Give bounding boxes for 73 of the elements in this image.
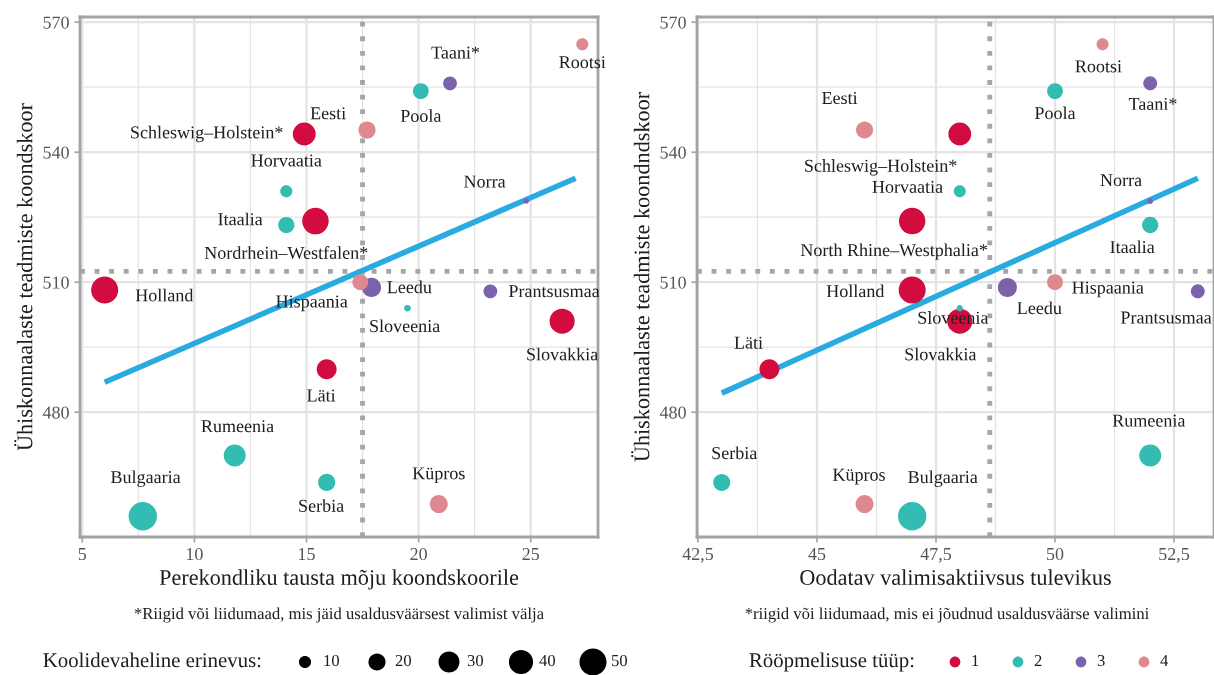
annotation: Horvaatia: [251, 154, 322, 167]
text: *Riigid või liidumaad, mis jäid usaldusväärsest valimist välja: [134, 607, 544, 623]
legend-label: 2: [1034, 654, 1042, 667]
annotation: Hispaania: [1072, 281, 1144, 298]
annotation: Rumeenia: [201, 420, 274, 433]
annotation: Läti: [734, 336, 763, 349]
legend-label: 4: [1160, 655, 1169, 667]
x-axis-title: Perekondliku tausta mõju koondskoorile: [159, 569, 519, 590]
x-tick-label: 5: [78, 548, 87, 561]
annotation: Norra: [464, 175, 506, 188]
annotation: Läti: [307, 389, 336, 402]
annotation: Schleswig–Holstein*: [131, 125, 283, 143]
legend-label: 1: [972, 655, 979, 667]
x-tick-label: 20: [410, 547, 427, 561]
annotation: Holland: [826, 284, 885, 298]
x-axis-title: Oodatav valimisaktiivsus tulevikus: [800, 569, 1111, 585]
legend-label: 10: [324, 654, 340, 667]
annotation: Rootsi: [1075, 60, 1122, 73]
legend-label: 30: [467, 654, 484, 667]
annotation: Rootsi: [559, 56, 606, 69]
annotation: Serbia: [712, 446, 758, 460]
annotation: Prantsusmaa: [1120, 311, 1212, 324]
annotation: Norra: [1100, 174, 1142, 187]
legend-label: 20: [395, 654, 412, 667]
legend-label: 40: [539, 654, 556, 667]
annotation: Prantsusmaa: [508, 285, 600, 298]
annotation: Schleswig–Holstein*: [805, 159, 957, 176]
annotation: Serbia: [299, 499, 344, 512]
y-tick-label: 540: [660, 146, 686, 159]
y-tick-label: 480: [42, 406, 69, 419]
annotation: Holland: [135, 288, 194, 302]
x-tick-label: 42,5: [682, 547, 714, 563]
annotation: Leedu: [1017, 301, 1062, 315]
annotation: Taani*: [1128, 97, 1177, 111]
annotation: Eesti: [310, 107, 346, 120]
text: *riigid või liidumaad, mis ei jõudnud usaldusväärse valimini: [745, 607, 1149, 623]
y-tick-label: 540: [43, 146, 69, 159]
annotation: Slovakkia: [527, 347, 598, 361]
annotation: Poola: [400, 109, 442, 123]
annotation: Leedu: [387, 280, 432, 294]
x-tick-label: 10: [186, 547, 203, 561]
annotation: Bulgaaria: [908, 470, 978, 487]
y-axis-title: Ühiskonnaalaste teadmiste koondskoor: [14, 103, 33, 451]
x-tick-label: 47,5: [920, 548, 952, 563]
annotation: Sloveenia: [370, 319, 440, 333]
x-tick-label: 52,5: [1159, 547, 1190, 563]
x-tick-label: 50: [1047, 547, 1064, 561]
legend-label: 3: [1097, 654, 1105, 667]
x-tick-label: 45: [808, 548, 826, 561]
legend-label: 50: [611, 654, 628, 667]
y-tick-label: 510: [43, 276, 69, 289]
y-tick-label: 510: [660, 276, 686, 289]
annotation: Eesti: [822, 91, 858, 105]
annotation: Poola: [1034, 106, 1076, 120]
y-tick-label: 570: [43, 16, 69, 29]
annotation: Küpros: [412, 467, 465, 484]
annotation: Rumeenia: [1112, 414, 1186, 427]
annotation: Bulgaaria: [110, 470, 181, 487]
y-axis-title: Ühiskonnaalaste teadmiste koondndskoor: [631, 92, 650, 462]
y-tick-label: 480: [659, 406, 686, 419]
annotation: Itaalia: [218, 212, 263, 226]
annotation: Itaalia: [1110, 240, 1155, 254]
y-tick-label: 570: [660, 16, 686, 29]
x-tick-label: 15: [299, 548, 315, 561]
x-tick-label: 25: [522, 547, 540, 561]
annotation: Nordrhein–Westfalen*: [204, 246, 368, 260]
annotation: Slovakkia: [905, 347, 977, 361]
annotation: Horvaatia: [872, 180, 943, 193]
annotation: North Rhine–Westphalia*: [800, 243, 988, 260]
legend-title: Rööpmelisuse tüüp:: [749, 652, 914, 672]
annotation: Taani*: [431, 46, 480, 59]
legend-title: Koolidevaheline erinevus:: [43, 652, 261, 668]
annotation: Küpros: [832, 468, 885, 485]
